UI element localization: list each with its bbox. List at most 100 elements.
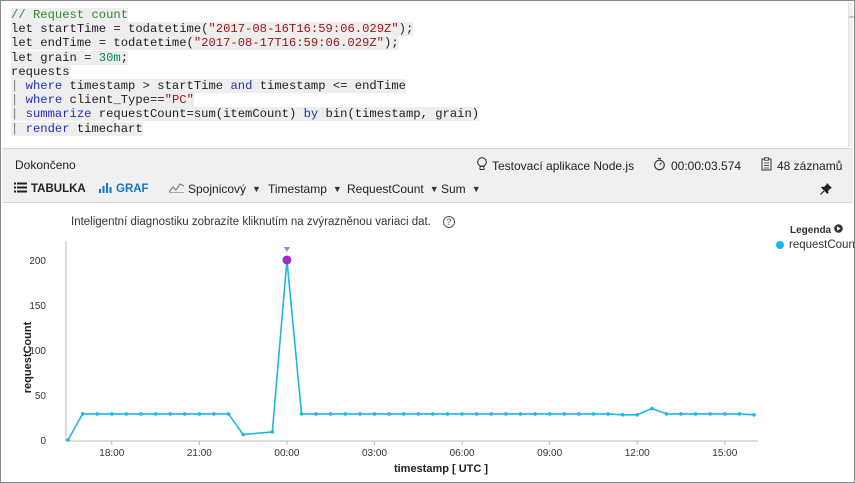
highlighted-data-point[interactable] [282, 255, 292, 265]
data-point[interactable] [109, 412, 114, 416]
data-point[interactable] [606, 412, 610, 416]
code-token: ); [384, 36, 399, 51]
y-axis-dropdown[interactable]: RequestCount ▼ [347, 182, 439, 196]
code-token: | [11, 78, 26, 93]
chevron-down-icon: ▼ [429, 184, 439, 194]
data-point[interactable] [460, 412, 464, 416]
x-axis-dropdown[interactable]: Timestamp ▼ [268, 182, 342, 196]
data-point[interactable] [328, 412, 333, 416]
data-point[interactable] [504, 412, 508, 416]
editor-scrollbar[interactable] [848, 2, 854, 147]
code-line[interactable]: | where timestamp > startTime and timest… [11, 78, 479, 93]
data-point[interactable] [212, 412, 216, 416]
data-point[interactable] [401, 412, 406, 416]
help-icon[interactable]: ? [442, 216, 455, 228]
x-tick-label: 21:00 [187, 448, 212, 459]
code-token: | [11, 107, 26, 122]
code-line[interactable]: requests [11, 64, 479, 79]
data-point[interactable] [635, 413, 640, 417]
status-bar: Dokončeno Testovací aplikace Node.js 00:… [2, 148, 853, 178]
data-point[interactable] [153, 412, 158, 416]
data-point[interactable] [693, 412, 698, 416]
hint-text: Inteligentní diagnostiku zobrazíte klikn… [71, 216, 431, 228]
data-point[interactable] [577, 412, 581, 416]
chart-panel: 0 50 100 150 200 18:00 21:00 00:00 03:00 06:00 09:… [2, 204, 854, 482]
data-point[interactable] [139, 412, 143, 416]
table-view-button[interactable]: TABULKA [14, 182, 86, 196]
data-point[interactable] [547, 412, 552, 416]
data-point[interactable] [664, 412, 669, 416]
y-tick-label: 0 [40, 436, 46, 447]
data-point[interactable] [708, 412, 713, 416]
data-point[interactable] [314, 412, 318, 416]
aggregation-dropdown[interactable]: Sum ▼ [441, 182, 481, 196]
scrollbar-marker [849, 16, 854, 18]
data-point[interactable] [358, 412, 362, 416]
arrow-circle-icon [834, 224, 843, 236]
data-point[interactable] [518, 412, 523, 416]
code-line[interactable]: | render timechart [11, 121, 479, 136]
y-axis-title: requestCount [22, 321, 34, 393]
timechart[interactable]: 0 50 100 150 200 18:00 21:00 00:00 03:00 06:00 09:… [2, 204, 853, 482]
data-point[interactable] [489, 412, 494, 416]
code-line[interactable]: // Request count [11, 8, 479, 22]
table-view-label: TABULKA [31, 183, 86, 195]
data-point[interactable] [80, 412, 85, 416]
data-point[interactable] [168, 412, 172, 416]
x-tick-label: 15:00 [712, 448, 737, 459]
code-token: "PC" [164, 93, 194, 108]
code-line[interactable]: | summarize requestCount=sum(itemCount) … [11, 107, 480, 122]
data-point[interactable] [679, 412, 683, 416]
chart-type-dropdown[interactable]: Spojnicový ▼ [168, 182, 261, 196]
code-token: requests [11, 64, 70, 79]
code-line[interactable]: let grain = 30m; [11, 50, 479, 65]
code-token: ; [120, 50, 129, 65]
code-line-text: | where client_Type=="PC" [11, 93, 194, 108]
code-line-text: let endTime = todatetime("2017-08-17T16:… [11, 36, 399, 51]
data-point[interactable] [723, 412, 727, 416]
data-point[interactable] [241, 432, 245, 437]
code-line[interactable]: let endTime = todatetime("2017-08-17T16:… [11, 36, 479, 51]
data-point[interactable] [737, 412, 742, 416]
stopwatch-icon [653, 157, 666, 174]
data-point[interactable] [197, 412, 202, 416]
code-token: ); [398, 22, 414, 37]
pin-icon[interactable] [820, 183, 832, 195]
data-point[interactable] [620, 413, 625, 417]
data-point[interactable] [591, 412, 596, 416]
data-point[interactable] [416, 412, 421, 416]
chevron-down-icon: ▼ [471, 184, 481, 194]
data-point[interactable] [182, 412, 187, 416]
data-point[interactable] [299, 412, 304, 416]
data-point[interactable] [431, 412, 435, 416]
data-point[interactable] [343, 412, 348, 416]
record-count: 48 záznamů [761, 157, 842, 174]
chart-view-button[interactable]: GRAF [99, 182, 149, 196]
query-editor[interactable]: // Request count let startTime = todateti… [2, 2, 854, 147]
legend-item-requestcount[interactable]: requestCount [776, 239, 854, 251]
legend-toggle[interactable]: Legenda [790, 224, 843, 236]
code-line[interactable]: let startTime = todatetime("2017-08-16T1… [11, 22, 479, 37]
data-point[interactable] [562, 412, 567, 416]
app-indicator[interactable]: Testovací aplikace Node.js [476, 157, 634, 174]
elapsed-value: 00:00:03.574 [671, 158, 742, 173]
data-point[interactable] [533, 412, 537, 416]
data-point[interactable] [474, 412, 479, 416]
data-point[interactable] [387, 412, 391, 416]
data-point[interactable] [445, 412, 450, 416]
code-token: render [25, 121, 70, 136]
data-point[interactable] [226, 412, 231, 416]
data-point[interactable] [66, 438, 70, 442]
data-point[interactable] [752, 413, 756, 417]
data-point[interactable] [95, 412, 99, 416]
query-code[interactable]: // Request count let startTime = todateti… [11, 8, 480, 136]
data-point[interactable] [270, 430, 275, 434]
data-point[interactable] [124, 412, 129, 416]
code-token: timestamp <= endTime [252, 78, 406, 93]
data-point[interactable] [372, 412, 377, 416]
code-line[interactable]: | where client_Type=="PC" [11, 93, 479, 108]
code-line-text: let startTime = todatetime("2017-08-16T1… [11, 22, 414, 37]
data-point[interactable] [650, 406, 654, 411]
table-icon [14, 182, 27, 196]
x-tick-label: 12:00 [625, 448, 650, 459]
